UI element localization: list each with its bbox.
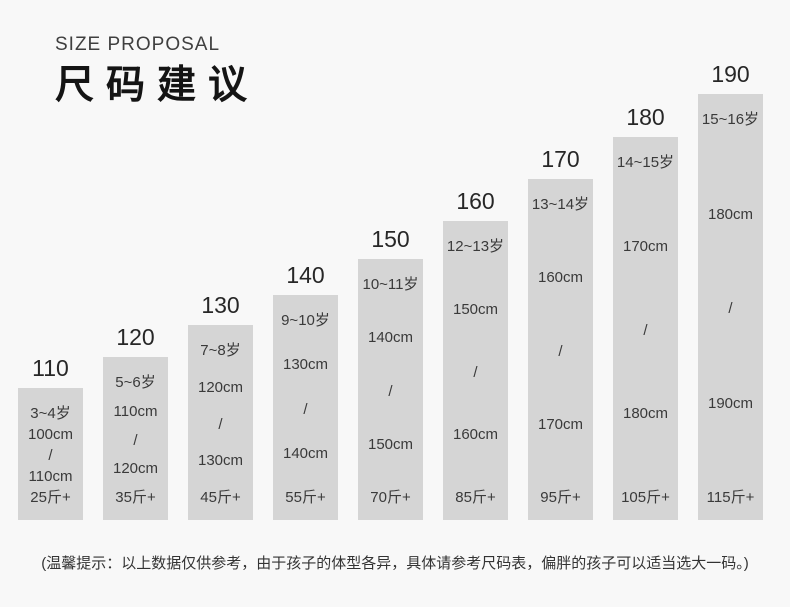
- height-max: 130cm: [197, 452, 244, 470]
- size-bar-group: 170 13~14岁 160cm / 170cm 95斤+: [528, 146, 593, 520]
- height-max: 120cm: [112, 460, 159, 478]
- height-max: 150cm: [367, 435, 414, 453]
- weight-min: 95斤+: [540, 489, 581, 506]
- height-separator: /: [473, 363, 478, 381]
- weight-min: 55斤+: [285, 489, 326, 506]
- header: SIZE PROPOSAL 尺码建议: [55, 34, 259, 108]
- size-bar-group: 120 5~6岁 110cm / 120cm 35斤+: [103, 324, 168, 520]
- size-label: 160: [456, 188, 495, 214]
- size-label: 180: [626, 104, 665, 130]
- size-bar: 9~10岁 130cm / 140cm 55斤+: [273, 295, 338, 520]
- size-label: 170: [541, 146, 580, 172]
- height-separator: /: [303, 400, 308, 418]
- size-bar: 12~13岁 150cm / 160cm 85斤+: [443, 221, 508, 520]
- height-min: 100cm: [27, 426, 74, 443]
- size-bar-group: 180 14~15岁 170cm / 180cm 105斤+: [613, 104, 678, 520]
- footer-note: (温馨提示：以上数据仅供参考，由于孩子的体型各异，具体请参考尺码表，偏胖的孩子可…: [41, 555, 749, 572]
- age-range: 3~4岁: [30, 405, 71, 422]
- size-label: 140: [286, 262, 325, 288]
- size-label: 120: [116, 324, 155, 350]
- size-label: 130: [201, 292, 240, 318]
- subtitle-size-proposal: SIZE PROPOSAL: [55, 34, 221, 55]
- height-separator: /: [48, 447, 53, 464]
- height-max: 180cm: [622, 405, 669, 423]
- height-separator: /: [133, 431, 138, 449]
- age-range: 7~8岁: [200, 342, 241, 359]
- height-separator: /: [388, 382, 393, 400]
- age-range: 13~14岁: [531, 196, 590, 213]
- height-min: 150cm: [452, 300, 499, 318]
- height-min: 120cm: [197, 378, 244, 396]
- size-bar: 10~11岁 140cm / 150cm 70斤+: [358, 259, 423, 520]
- size-bar-group: 150 10~11岁 140cm / 150cm 70斤+: [358, 226, 423, 520]
- size-bar-group: 130 7~8岁 120cm / 130cm 45斤+: [188, 292, 253, 520]
- weight-min: 70斤+: [370, 489, 411, 506]
- size-bar-group: 140 9~10岁 130cm / 140cm 55斤+: [273, 262, 338, 520]
- size-bar: 14~15岁 170cm / 180cm 105斤+: [613, 137, 678, 520]
- weight-min: 85斤+: [455, 489, 496, 506]
- height-min: 130cm: [282, 356, 329, 374]
- size-bar: 13~14岁 160cm / 170cm 95斤+: [528, 179, 593, 520]
- height-separator: /: [218, 415, 223, 433]
- height-min: 160cm: [537, 269, 584, 287]
- height-max: 170cm: [537, 415, 584, 433]
- height-max: 110cm: [28, 468, 73, 485]
- height-separator: /: [558, 342, 563, 360]
- size-label: 150: [371, 226, 410, 252]
- weight-min: 25斤+: [30, 489, 71, 506]
- page-title: 尺码建议: [55, 64, 260, 107]
- age-range: 15~16岁: [701, 111, 760, 128]
- height-max: 190cm: [707, 394, 754, 412]
- size-bar: 7~8岁 120cm / 130cm 45斤+: [188, 325, 253, 520]
- height-min: 170cm: [622, 237, 669, 255]
- age-range: 14~15岁: [616, 154, 675, 171]
- height-max: 140cm: [282, 444, 329, 462]
- size-bar: 3~4岁 100cm / 110cm 25斤+: [18, 388, 83, 520]
- height-min: 110cm: [113, 402, 158, 420]
- age-range: 12~13岁: [446, 238, 505, 255]
- weight-min: 35斤+: [115, 489, 156, 506]
- height-separator: /: [643, 321, 648, 339]
- size-bar-group: 160 12~13岁 150cm / 160cm 85斤+: [443, 188, 508, 520]
- height-min: 180cm: [707, 205, 754, 223]
- age-range: 5~6岁: [115, 374, 156, 391]
- size-bar: 5~6岁 110cm / 120cm 35斤+: [103, 357, 168, 520]
- size-bar-group: 190 15~16岁 180cm / 190cm 115斤+: [698, 61, 763, 520]
- height-separator: /: [728, 300, 733, 317]
- size-bar: 15~16岁 180cm / 190cm 115斤+: [698, 94, 763, 520]
- age-range: 10~11岁: [362, 276, 419, 293]
- size-bar-group: 110 3~4岁 100cm / 110cm 25斤+: [18, 355, 83, 520]
- weight-min: 115斤+: [706, 489, 755, 506]
- height-max: 160cm: [452, 426, 499, 444]
- age-range: 9~10岁: [281, 312, 330, 329]
- size-label: 190: [711, 61, 750, 87]
- weight-min: 45斤+: [200, 489, 241, 506]
- height-min: 140cm: [367, 329, 414, 347]
- weight-min: 105斤+: [621, 489, 670, 506]
- size-label: 110: [32, 355, 69, 381]
